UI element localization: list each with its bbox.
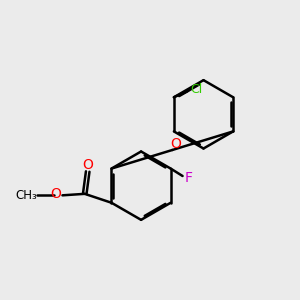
Text: F: F xyxy=(185,171,193,185)
Text: O: O xyxy=(170,137,181,151)
Text: Cl: Cl xyxy=(191,83,203,96)
Text: O: O xyxy=(50,187,61,201)
Text: CH₃: CH₃ xyxy=(15,189,37,202)
Text: O: O xyxy=(82,158,93,172)
